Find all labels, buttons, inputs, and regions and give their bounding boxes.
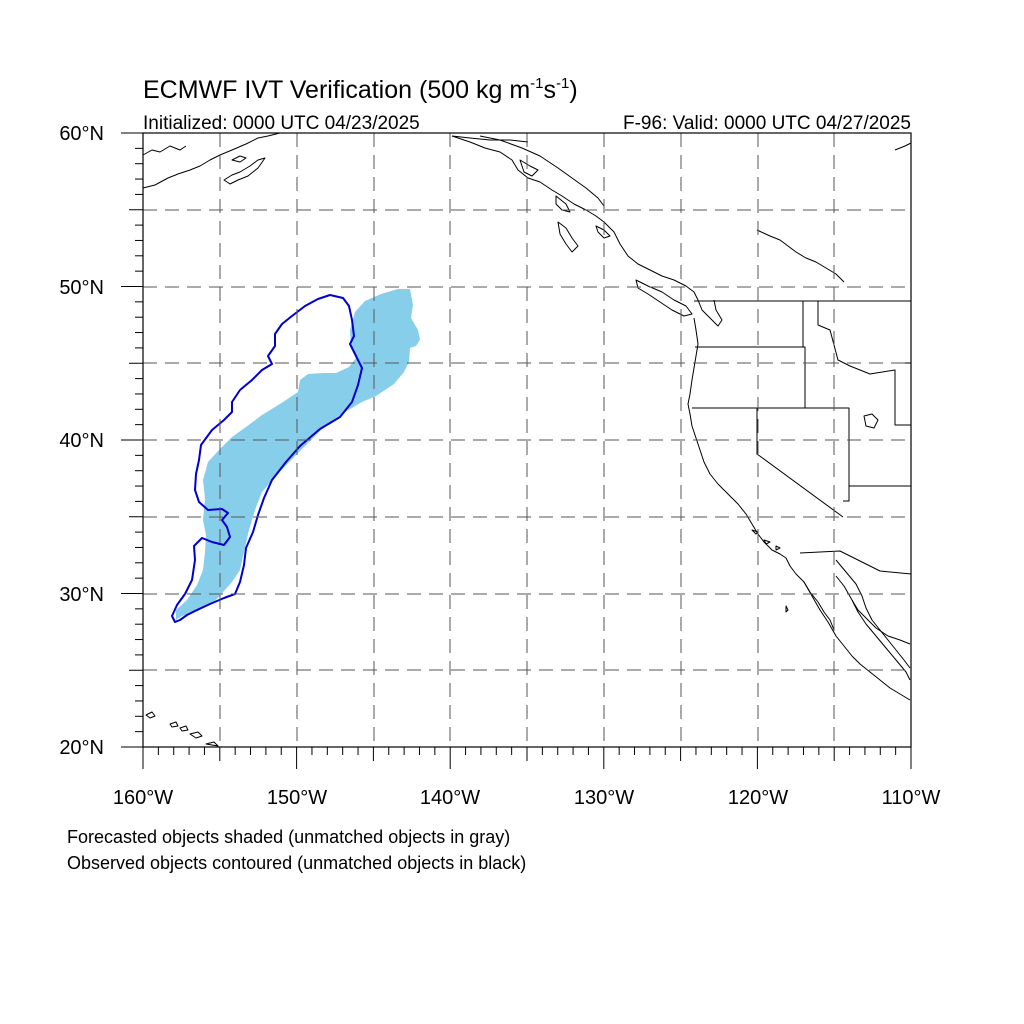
gridlines (143, 133, 911, 747)
title-end: ) (569, 76, 577, 104)
lon-label-110w: 110°W (882, 787, 941, 809)
initialized-label: Initialized: 0000 UTC 04/23/2025 (143, 113, 420, 134)
map-title: ECMWF IVT Verification (500 kg m-1s-1) (143, 75, 578, 104)
valid-label: F-96: Valid: 0000 UTC 04/27/2025 (623, 113, 911, 134)
lon-label-120w: 120°W (728, 787, 788, 809)
lat-label-60: 60°N (59, 123, 104, 145)
lon-label-140w: 140°W (420, 787, 480, 809)
title-mid: s (544, 76, 557, 104)
latitude-labels: 60°N 50°N 40°N 30°N 20°N (59, 123, 104, 759)
map-panel (121, 132, 912, 769)
lon-label-150w: 150°W (267, 787, 327, 809)
axis-ticks (121, 132, 912, 769)
longitude-labels: 160°W 150°W 140°W 130°W 120°W 110°W (113, 787, 941, 809)
coastlines-and-borders (142, 132, 912, 747)
forecast-object-shaded (176, 289, 420, 620)
lat-label-40: 40°N (59, 430, 104, 452)
observed-object-contour (171, 294, 363, 623)
lon-label-130w: 130°W (574, 787, 634, 809)
footnote-forecast: Forecasted objects shaded (unmatched obj… (67, 827, 511, 847)
title-exponent-1: -1 (530, 75, 543, 92)
title-main: ECMWF IVT Verification (500 kg m (143, 76, 530, 104)
footnote-observed: Observed objects contoured (unmatched ob… (67, 853, 527, 873)
lat-label-50: 50°N (59, 277, 104, 299)
title-exponent-2: -1 (556, 75, 569, 92)
lat-label-30: 30°N (59, 584, 104, 606)
lat-label-20: 20°N (59, 737, 104, 759)
lon-label-160w: 160°W (113, 787, 173, 809)
